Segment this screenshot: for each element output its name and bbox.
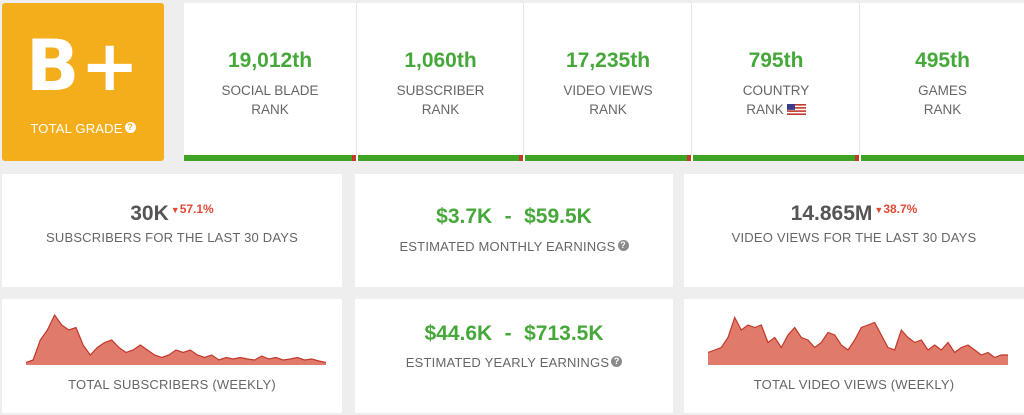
rank-label-line2: RANK <box>589 102 627 117</box>
rank-social-blade: 19,012th SOCIAL BLADE RANK <box>184 3 356 161</box>
help-icon[interactable]: ? <box>611 356 623 367</box>
rank-label-line1: SOCIAL BLADE <box>221 83 319 98</box>
rank-label-line1: COUNTRY <box>742 83 810 98</box>
rank-video-views: 17,235th VIDEO VIEWS RANK <box>525 3 691 161</box>
subscribers-chart-card: TOTAL SUBSCRIBERS (WEEKLY) <box>2 299 342 413</box>
rank-progress-bar <box>693 155 859 161</box>
help-icon[interactable]: ? <box>617 240 629 251</box>
down-arrow-icon: ▼ <box>170 205 180 215</box>
rank-value: 17,235th <box>565 49 651 72</box>
divider <box>356 3 357 155</box>
monthly-earnings-label: ESTIMATED MONTHLY EARNINGS? <box>355 239 673 254</box>
rank-progress-bar <box>861 155 1024 161</box>
yearly-earnings-label-text: ESTIMATED YEARLY EARNINGS <box>405 355 610 370</box>
monthly-earnings-high: $59.5K <box>524 205 592 228</box>
rank-progress-tip <box>352 155 356 161</box>
chart-line <box>26 313 326 364</box>
rank-value: 1,060th <box>404 49 477 72</box>
rank-label: SUBSCRIBER RANK <box>358 81 523 119</box>
rank-progress-bar <box>525 155 691 161</box>
total-grade-card: B+ TOTAL GRADE? <box>2 3 164 161</box>
rank-progress-tip <box>855 155 859 161</box>
divider <box>523 3 524 155</box>
yearly-earnings-label: ESTIMATED YEARLY EARNINGS? <box>355 355 673 370</box>
rank-value: 795th <box>748 49 804 72</box>
rank-label-line1: SUBSCRIBER <box>396 83 485 98</box>
chart-area <box>708 317 1008 365</box>
rank-progress-bar <box>184 155 356 161</box>
help-icon[interactable]: ? <box>124 122 136 133</box>
yearly-earnings-value: $44.6K - $713.5K <box>355 322 673 346</box>
grade-letter: B+ <box>25 25 140 107</box>
rank-value: 19,012th <box>227 49 313 72</box>
chart-area <box>26 315 326 365</box>
subscribers-30-days-value: 30K <box>130 202 169 225</box>
rank-progress-tip <box>687 155 691 161</box>
grade-label: TOTAL GRADE? <box>2 121 164 136</box>
video-views-30-days-label: VIDEO VIEWS FOR THE LAST 30 DAYS <box>731 230 977 245</box>
subscribers-chart-label: TOTAL SUBSCRIBERS (WEEKLY) <box>68 377 276 392</box>
subscribers-delta-value: 57.1% <box>179 202 214 216</box>
subscribers-weekly-chart <box>26 313 326 365</box>
yearly-earnings-high: $713.5K <box>524 322 604 345</box>
subscribers-30-days-label: SUBSCRIBERS FOR THE LAST 30 DAYS <box>45 230 299 245</box>
subscribers-30-days-card: 30K ▼57.1% SUBSCRIBERS FOR THE LAST 30 DA… <box>2 174 342 287</box>
video-views-30-days-value: 14.865M <box>790 202 873 225</box>
rank-games: 495th GAMES RANK <box>861 3 1024 161</box>
video-views-weekly-chart <box>708 315 1008 365</box>
monthly-earnings-card: $3.7K - $59.5K ESTIMATED MONTHLY EARNING… <box>355 174 673 287</box>
rank-value: 495th <box>915 49 970 72</box>
range-separator: - <box>504 205 512 228</box>
rank-label: VIDEO VIEWS RANK <box>525 81 691 119</box>
divider <box>859 3 860 155</box>
rank-country: 795th COUNTRY RANK <box>693 3 859 161</box>
rank-strip: 19,012th SOCIAL BLADE RANK 1,060th SUBSCR… <box>184 3 1024 161</box>
video-views-chart-card: TOTAL VIDEO VIEWS (WEEKLY) <box>684 299 1024 413</box>
rank-progress-tip <box>519 155 523 161</box>
rank-subscriber: 1,060th SUBSCRIBER RANK <box>358 3 523 161</box>
rank-label-line2: RANK <box>251 102 289 117</box>
video-views-chart-label: TOTAL VIDEO VIEWS (WEEKLY) <box>753 377 955 392</box>
yearly-earnings-card: $44.6K - $713.5K ESTIMATED YEARLY EARNIN… <box>355 299 673 413</box>
range-separator: - <box>504 322 512 345</box>
rank-label-line2: RANK <box>421 102 460 117</box>
monthly-earnings-value: $3.7K - $59.5K <box>355 205 673 229</box>
video-views-30-days-value-row: 14.865M ▼38.7% <box>684 202 1024 226</box>
monthly-earnings-low: $3.7K <box>436 205 493 228</box>
subscribers-delta: ▼57.1% <box>171 202 214 216</box>
rank-label: COUNTRY RANK <box>693 81 859 119</box>
rank-progress-bar <box>358 155 523 161</box>
rank-label-line2: RANK <box>923 102 962 117</box>
rank-label-line1: GAMES <box>918 83 967 98</box>
rank-label: SOCIAL BLADE RANK <box>184 81 356 119</box>
rank-label-line1: VIDEO VIEWS <box>563 83 653 98</box>
subscribers-30-days-value-row: 30K ▼57.1% <box>2 202 342 226</box>
yearly-earnings-low: $44.6K <box>424 322 493 345</box>
grade-label-text: TOTAL GRADE <box>30 121 123 136</box>
rank-label-line2: RANK <box>746 102 784 117</box>
divider <box>691 3 692 155</box>
down-arrow-icon: ▼ <box>874 205 884 215</box>
us-flag-icon <box>786 104 806 115</box>
video-views-30-days-card: 14.865M ▼38.7% VIDEO VIEWS FOR THE LAST 3… <box>684 174 1024 287</box>
monthly-earnings-label-text: ESTIMATED MONTHLY EARNINGS <box>399 239 616 254</box>
video-views-delta-value: 38.7% <box>883 202 918 216</box>
rank-label: GAMES RANK <box>861 81 1024 119</box>
chart-line <box>708 315 1008 359</box>
video-views-delta: ▼38.7% <box>874 202 917 216</box>
